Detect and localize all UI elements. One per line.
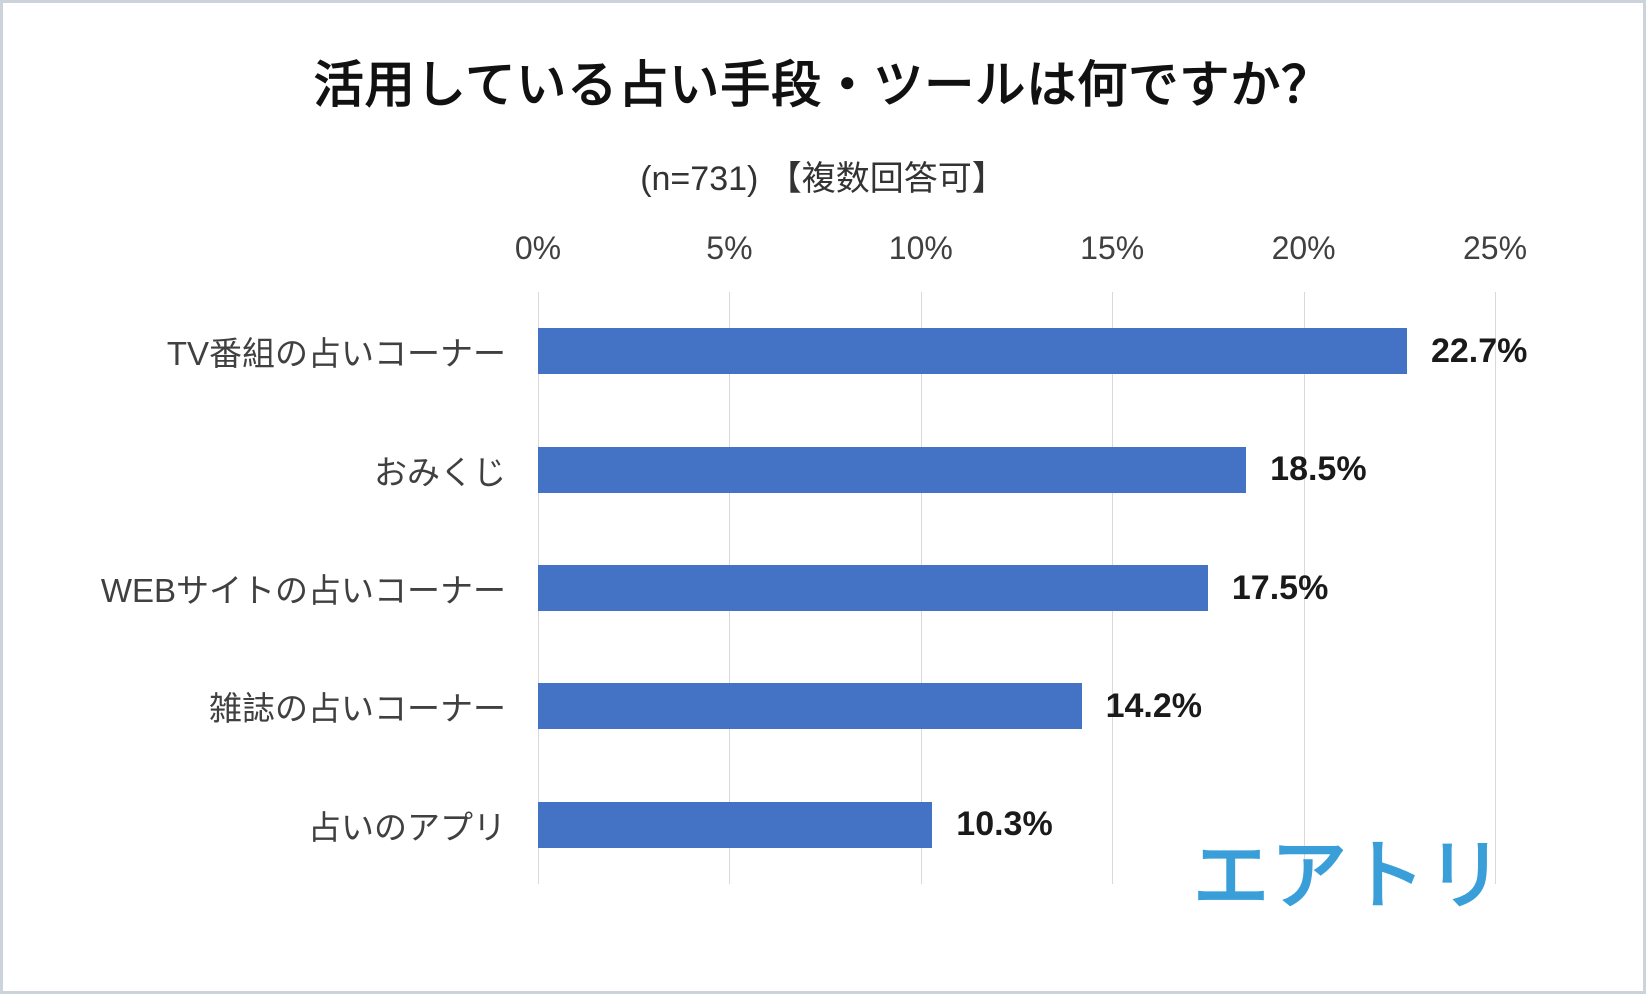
bar — [538, 328, 1407, 375]
x-axis-ticks: 0% 5% 10% 15% 20% 25% — [515, 230, 1527, 278]
category-label: TV番組の占いコーナー — [166, 335, 506, 373]
value-label: 22.7% — [1430, 331, 1528, 370]
value-label: 14.2% — [1105, 686, 1202, 725]
x-axis: 0% 5% 10% 15% 20% 25% — [43, 230, 1527, 278]
x-axis-tick: 25% — [1462, 230, 1528, 266]
category-label: おみくじ — [374, 453, 506, 491]
bar-row: 17.5% — [538, 529, 1495, 647]
x-axis-tick: 0% — [514, 230, 562, 266]
category-label: 占いのアプリ — [308, 808, 506, 846]
category-labels: TV番組の占いコーナーおみくじ WEBサイトの占いコーナー雑誌の占いコーナー占いの… — [43, 292, 538, 884]
x-axis-tick: 10% — [888, 230, 953, 266]
value-label: 18.5% — [1270, 450, 1367, 489]
bar — [538, 565, 1208, 612]
bar — [538, 683, 1082, 730]
value-label: 17.5% — [1231, 568, 1329, 607]
airtrip-logo: エアトリ — [1193, 834, 1505, 919]
x-axis-tick: 15% — [1080, 230, 1145, 266]
plot-grid: TV番組の占いコーナーおみくじ WEBサイトの占いコーナー雑誌の占いコーナー占いの… — [43, 292, 1527, 884]
value-label: 10.3% — [956, 805, 1053, 844]
chart-title: 活用している占い手段・ツールは何ですか？ — [313, 57, 1333, 113]
x-axis-tick: 20% — [1271, 230, 1336, 266]
bar-row: 14.2% — [538, 647, 1495, 765]
bar — [538, 446, 1247, 493]
bar — [538, 801, 933, 848]
gridline — [1495, 292, 1496, 884]
category-label: WEBサイトの占いコーナー — [100, 572, 506, 610]
gridline — [1303, 292, 1305, 884]
x-axis-tick: 5% — [706, 230, 753, 266]
axis-spacer — [43, 230, 538, 278]
bar-row: 22.7% — [538, 292, 1527, 410]
bar-row: 10.3% — [538, 766, 1495, 884]
bar-chart: 0% 5% 10% 15% 20% 25% TV番組の占いコーナーおみくじ WEBサイトの占… — [43, 230, 1527, 884]
plot-area: 22.7% 18.5% 17.5% 14.2% 10.3% — [538, 292, 1527, 884]
bar-row: 18.5% — [538, 410, 1495, 528]
chart-subtitle: (n=731) 【複数回答可】 — [640, 160, 1006, 198]
category-label: 雑誌の占いコーナー — [209, 690, 506, 728]
